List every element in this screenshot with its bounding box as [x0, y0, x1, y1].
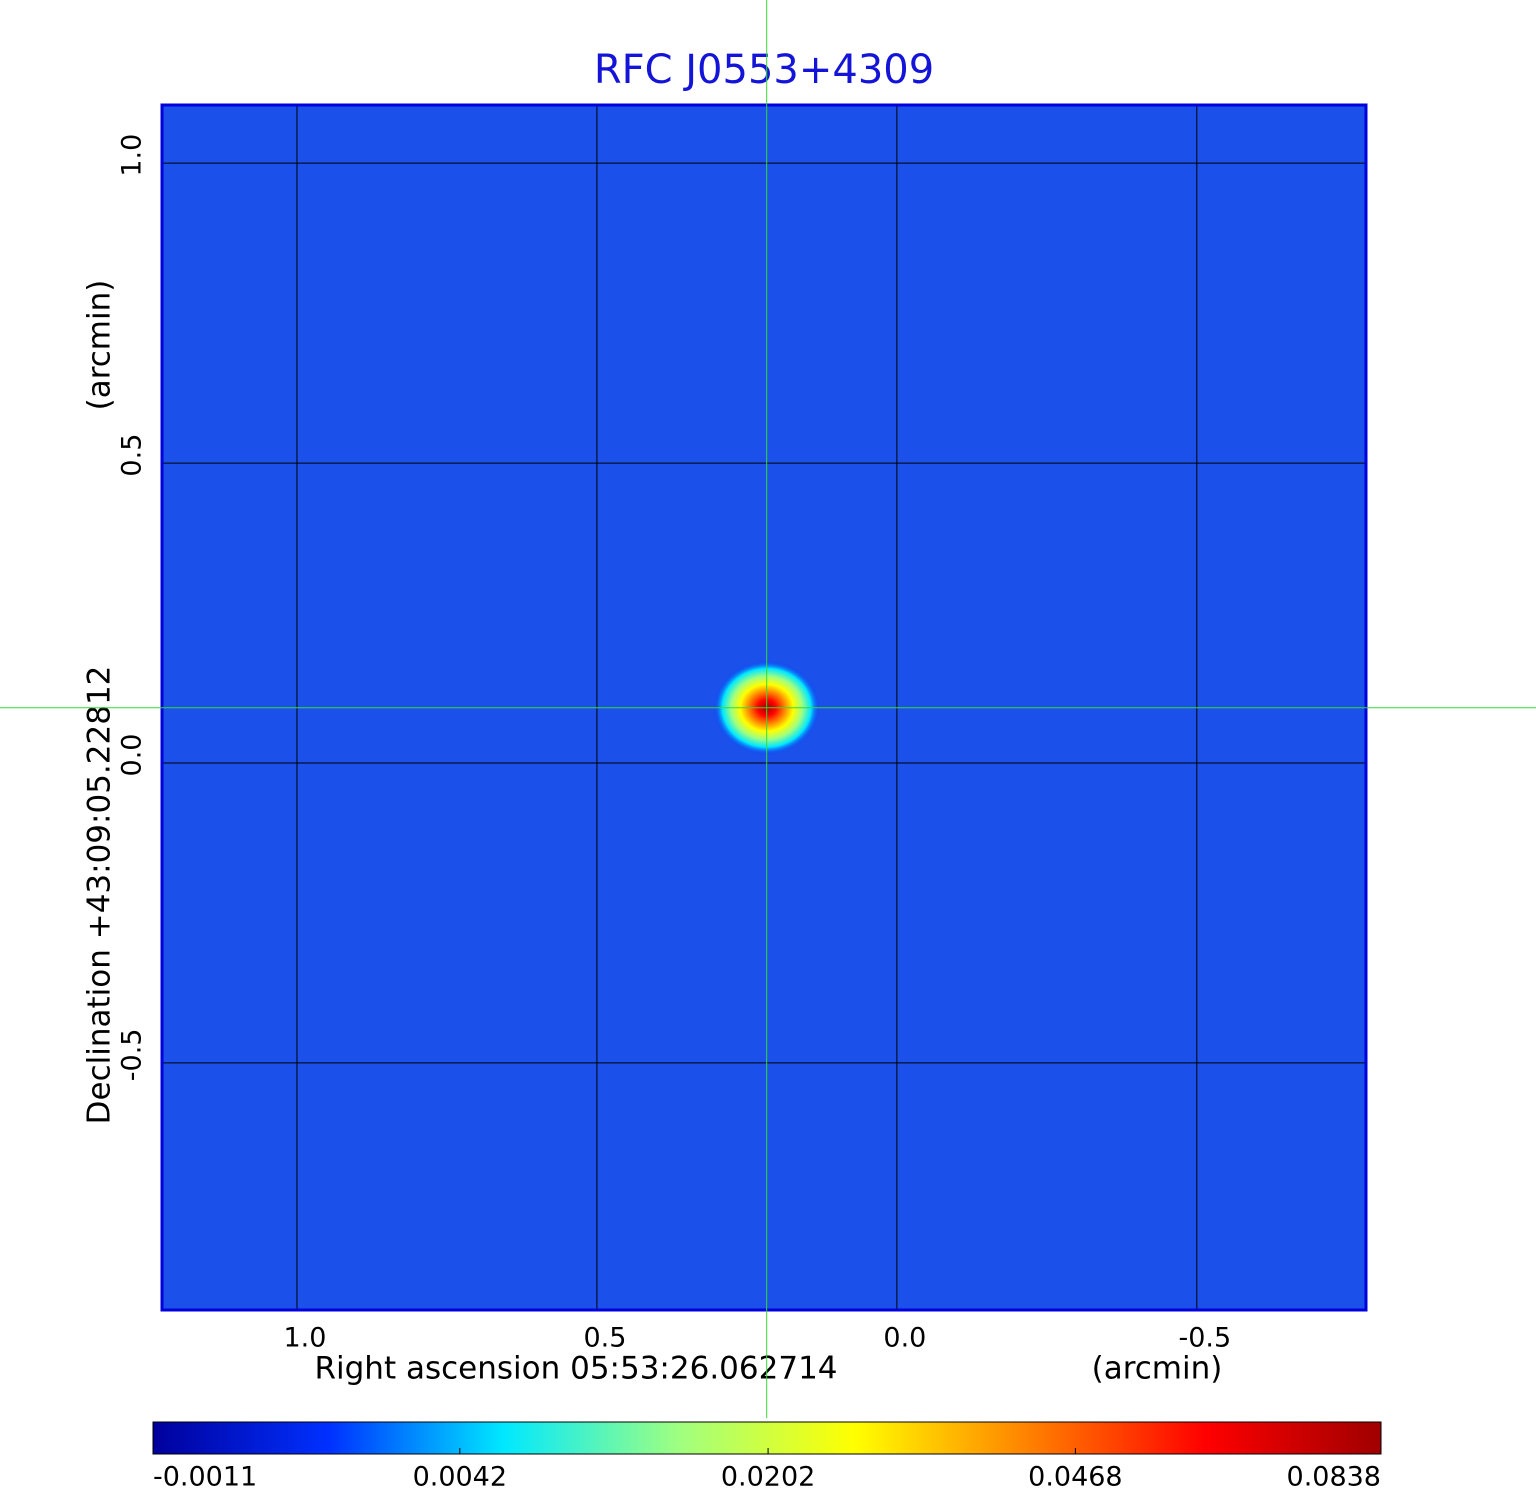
chart-title: RFC J0553+4309 — [594, 47, 934, 93]
colorbar-tick-label: 0.0042 — [413, 1462, 507, 1493]
x-tick-label: 0.0 — [883, 1323, 926, 1354]
y-tick-label: 1.0 — [117, 134, 148, 177]
x-axis-label: Right ascension 05:53:26.062714 — [314, 1351, 837, 1387]
colorbar — [152, 1421, 1382, 1455]
colorbar-tick-label: 0.0202 — [721, 1462, 815, 1493]
x-axis-unit: (arcmin) — [1092, 1351, 1223, 1387]
x-tick-label: -0.5 — [1178, 1323, 1231, 1354]
y-tick-label: 0.5 — [117, 434, 148, 477]
y-tick-label: 0.0 — [117, 734, 148, 777]
colorbar-tick-label: 0.0468 — [1028, 1462, 1122, 1493]
colorbar-tick-label: -0.0011 — [153, 1462, 257, 1493]
y-axis-unit: (arcmin) — [82, 280, 118, 411]
x-tick-label: 1.0 — [284, 1323, 327, 1354]
y-axis-label: Declination +43:09:05.22812 — [82, 666, 118, 1125]
y-tick-label: -0.5 — [117, 1029, 148, 1082]
colorbar-tick-label: 0.0838 — [1287, 1462, 1381, 1493]
x-tick-label: 0.5 — [583, 1323, 626, 1354]
